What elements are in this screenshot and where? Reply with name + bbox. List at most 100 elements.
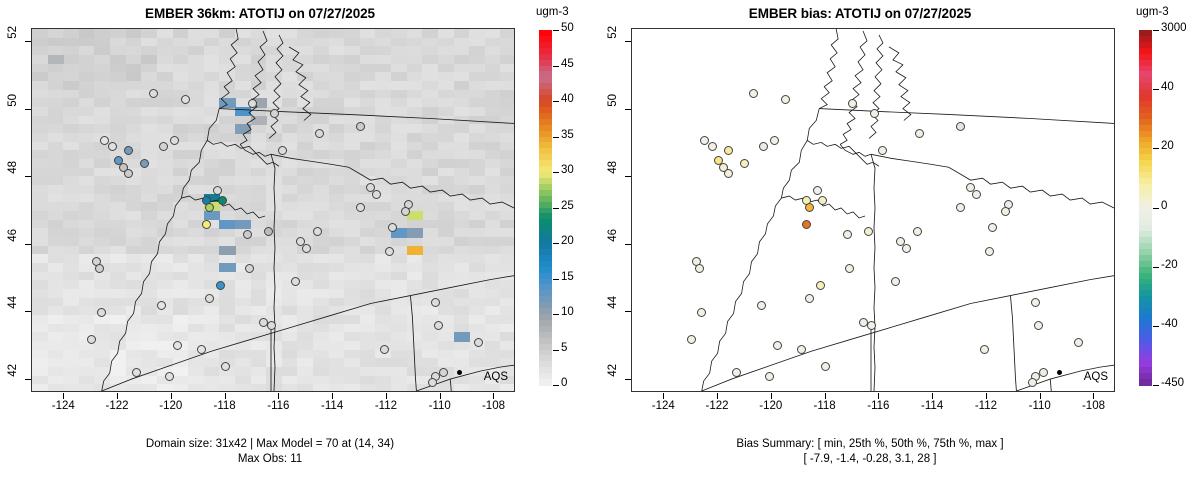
raster-cell [203,124,220,134]
raster-cell [313,254,330,264]
colorbar-segment [1139,47,1152,55]
raster-cell [406,280,423,290]
raster-cell [406,29,423,39]
colorbar-segment [1139,71,1152,78]
raster-cell [437,159,455,169]
raster-cell [141,98,158,108]
raster-cell [328,89,345,99]
raster-cell [437,211,455,221]
raster-cell [344,332,361,342]
raster-cell [500,211,514,221]
raster-cell [359,280,377,290]
raster-cell [234,263,252,273]
raster-cell [437,254,455,264]
raster-cell [188,254,205,264]
raster-cell [94,254,111,264]
raster-cell [328,63,345,73]
raster-cell-highlight [234,107,252,117]
raster-cell [110,219,127,229]
raster-cell [63,289,80,299]
raster-cell [156,358,174,368]
raster-cell [313,375,330,385]
bias-marker [912,226,922,236]
raster-cell [344,81,361,91]
raster-cell [47,263,64,273]
raster-cell [203,55,220,65]
panel-model: EMBER 36km: ATOTIJ on 07/27/2025 [7,6,574,465]
raster-cell [500,124,514,134]
colorbar-segment [539,154,552,161]
raster-cell [110,323,127,333]
colorbar-segment [1139,260,1152,268]
raster-cell [63,159,80,169]
raster-cell [203,367,220,377]
raster-cell [188,332,205,342]
raster-cell [234,63,252,73]
raster-cell [500,384,514,391]
bias-caption-line1: Bias Summary: [ min, 25th %, 50th %, 75t… [736,438,1004,450]
raster-cell [47,323,64,333]
observation-marker [86,334,96,344]
colorbar-segment [1139,243,1152,250]
raster-cell [63,211,80,221]
observation-marker [156,300,166,310]
raster-cell [375,254,392,264]
raster-cell [281,306,298,316]
raster-cell [94,115,111,125]
raster-cell [234,29,252,39]
raster-cell [469,358,486,368]
raster-cell [125,185,142,195]
raster-cell [266,55,283,65]
raster-cell [203,167,220,177]
raster-cell [469,254,486,264]
colorbar-segment [539,231,552,238]
raster-cell [156,367,174,377]
raster-cell [78,89,96,99]
raster-cell [484,202,501,212]
raster-cell [297,384,314,391]
raster-cell [313,341,330,351]
raster-cell [156,315,174,325]
colorbar-tick [553,101,559,102]
raster-cell [32,46,49,56]
raster-cell [281,63,298,73]
raster-cell [328,193,345,203]
bias-marker [1030,297,1040,307]
raster-cell [110,202,127,212]
raster-cell [172,124,189,134]
raster-cell [219,332,236,342]
raster-cell [297,332,314,342]
raster-cell [63,219,80,229]
raster-cell [328,254,345,264]
raster-cell [250,150,267,160]
raster-cell [328,332,345,342]
raster-cell [156,237,174,247]
raster-cell [484,176,501,186]
raster-cell [328,98,345,108]
raster-cell [78,271,96,281]
raster-cell [94,193,111,203]
bias-marker [802,219,812,229]
raster-cell [125,271,142,281]
raster-cell [250,81,267,91]
raster-cell [469,124,486,134]
raster-cell [344,185,361,195]
raster-cell [469,375,486,385]
bias-marker [804,203,814,213]
raster-cell [281,297,298,307]
raster-cell [156,254,174,264]
raster-cell [110,115,127,125]
raster-cell [203,289,220,299]
raster-cell [484,280,501,290]
observation-marker [264,226,274,236]
aqs-legend-dot-left [457,370,462,375]
raster-cell [297,63,314,73]
raster-cell [500,107,514,117]
raster-cell [172,289,189,299]
raster-cell [172,193,189,203]
colorbar-segment [1139,213,1152,220]
colorbar-segment [539,183,552,191]
raster-cell [125,202,142,212]
raster-cell [391,271,408,281]
raster-cell [234,46,252,56]
